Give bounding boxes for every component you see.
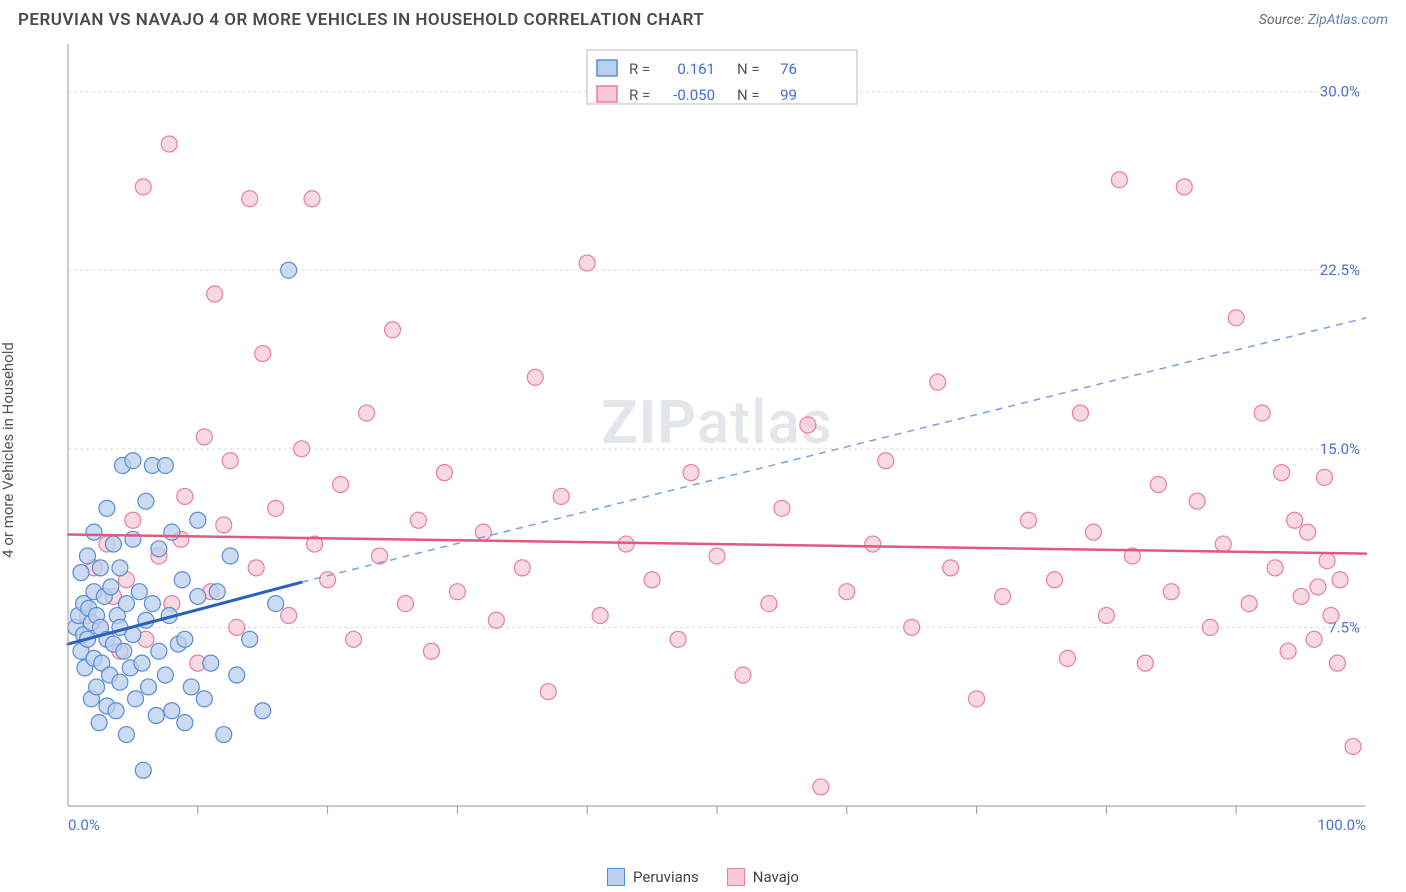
svg-text:100.0%: 100.0% bbox=[1317, 816, 1366, 834]
svg-text:R =: R = bbox=[629, 60, 650, 78]
bottom-legend: Peruvians Navajo bbox=[0, 868, 1406, 886]
svg-text:R =: R = bbox=[629, 86, 650, 104]
legend-label: Peruvians bbox=[633, 868, 699, 886]
svg-text:-0.050: -0.050 bbox=[673, 86, 715, 104]
svg-text:30.0%: 30.0% bbox=[1320, 83, 1360, 101]
source-link[interactable]: ZipAtlas.com bbox=[1308, 12, 1388, 28]
legend-item: Peruvians bbox=[607, 868, 699, 886]
chart-header: PERUVIAN VS NAVAJO 4 OR MORE VEHICLES IN… bbox=[0, 0, 1406, 36]
svg-text:0.161: 0.161 bbox=[677, 60, 715, 78]
scatter-chart: 7.5%15.0%22.5%30.0%ZIPatlas0.0%100.0%R =… bbox=[18, 36, 1388, 846]
svg-text:N =: N = bbox=[737, 60, 760, 78]
legend-item: Navajo bbox=[727, 868, 799, 886]
svg-text:22.5%: 22.5% bbox=[1320, 261, 1360, 279]
source-prefix: Source: bbox=[1259, 12, 1308, 28]
svg-text:15.0%: 15.0% bbox=[1320, 440, 1360, 458]
svg-text:ZIPatlas: ZIPatlas bbox=[601, 387, 832, 458]
chart-source: Source: ZipAtlas.com bbox=[1259, 12, 1388, 28]
svg-text:0.0%: 0.0% bbox=[68, 816, 100, 834]
svg-text:99: 99 bbox=[780, 86, 797, 104]
legend-label: Navajo bbox=[753, 868, 799, 886]
y-axis-label: 4 or more Vehicles in Household bbox=[0, 342, 17, 558]
legend-swatch bbox=[607, 868, 625, 886]
svg-text:76: 76 bbox=[780, 60, 797, 78]
chart-title: PERUVIAN VS NAVAJO 4 OR MORE VEHICLES IN… bbox=[18, 10, 704, 30]
svg-text:N =: N = bbox=[737, 86, 760, 104]
chart-area: 4 or more Vehicles in Household 7.5%15.0… bbox=[18, 36, 1388, 846]
legend-swatch bbox=[727, 868, 745, 886]
